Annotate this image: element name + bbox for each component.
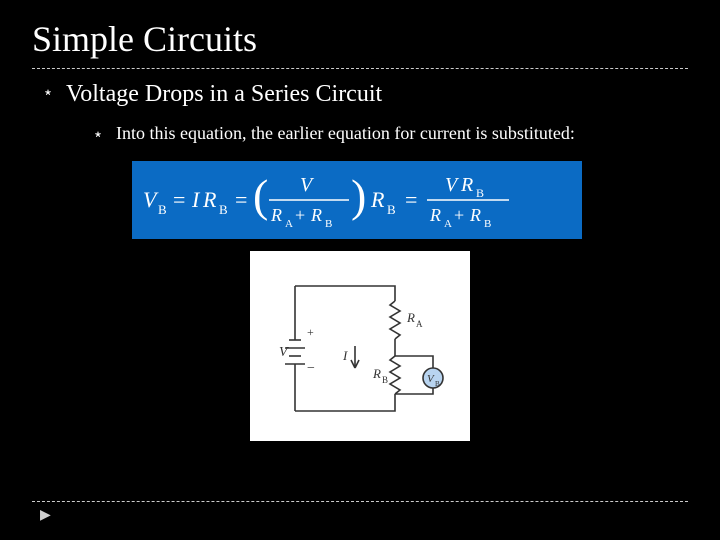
eq-fracRAsub: A [285,218,293,230]
svg-text:+: + [454,205,464,225]
eq-R1sub: B [219,202,228,217]
eq-outerR: R [370,187,385,212]
svg-text:): ) [351,170,366,221]
divider-bottom [32,501,688,502]
circ-VBsub: B [435,380,440,388]
circuit-diagram: + − V I R A R B V B [250,251,470,441]
circ-minus: − [307,361,315,376]
eq-rhsRsub: B [476,186,484,200]
eq-rhsR: R [460,174,473,196]
svg-text:(: ( [253,170,268,221]
circ-I: I [342,348,348,363]
bullet-glyph-icon: ﹡ [88,123,106,151]
eq-fracRBsub: B [325,218,332,230]
eq-fracV: V [300,174,315,196]
main-bullet-row: ﹡ Voltage Drops in a Series Circuit [38,81,688,109]
slide: Simple Circuits ﹡ Voltage Drops in a Ser… [0,0,720,540]
svg-text:+: + [295,205,305,225]
circ-RBsub: B [382,375,388,385]
circ-plus: + [307,325,314,339]
svg-text:=: = [235,187,247,212]
circ-RA: R [406,310,415,325]
equation-svg: V B = I R B = ( V R A + R B [137,167,577,233]
circ-V: V [279,345,289,360]
eq-I: I [191,187,201,212]
circuit-svg: + − V I R A R B V B [255,256,465,436]
bullet-glyph-icon: ﹡ [38,81,56,109]
svg-text:=: = [173,187,185,212]
circ-RB: R [372,366,381,381]
eq-rhsRB: R [469,205,481,225]
sub-bullet-text: Into this equation, the earlier equation… [116,123,575,144]
slide-title: Simple Circuits [32,18,688,60]
equation-box: V B = I R B = ( V R A + R B [132,161,582,239]
eq-rhsRA: R [429,205,441,225]
eq-outerRsub: B [387,202,396,217]
eq-lhs-sub: B [158,202,167,217]
svg-text:=: = [405,187,417,212]
circ-RAsub: A [416,319,423,329]
eq-rhsRBsub: B [484,218,491,230]
eq-rhsV: V [445,174,460,196]
divider-top [32,68,688,69]
footer-arrow-icon: ▶ [40,507,51,524]
eq-R1: R [202,187,217,212]
main-bullet-text: Voltage Drops in a Series Circuit [66,81,382,108]
eq-fracRB: R [310,205,322,225]
eq-rhsRAsub: A [444,218,452,230]
sub-bullet-row: ﹡ Into this equation, the earlier equati… [88,123,688,151]
eq-lhs-V: V [143,187,159,212]
eq-fracRA: R [270,205,282,225]
